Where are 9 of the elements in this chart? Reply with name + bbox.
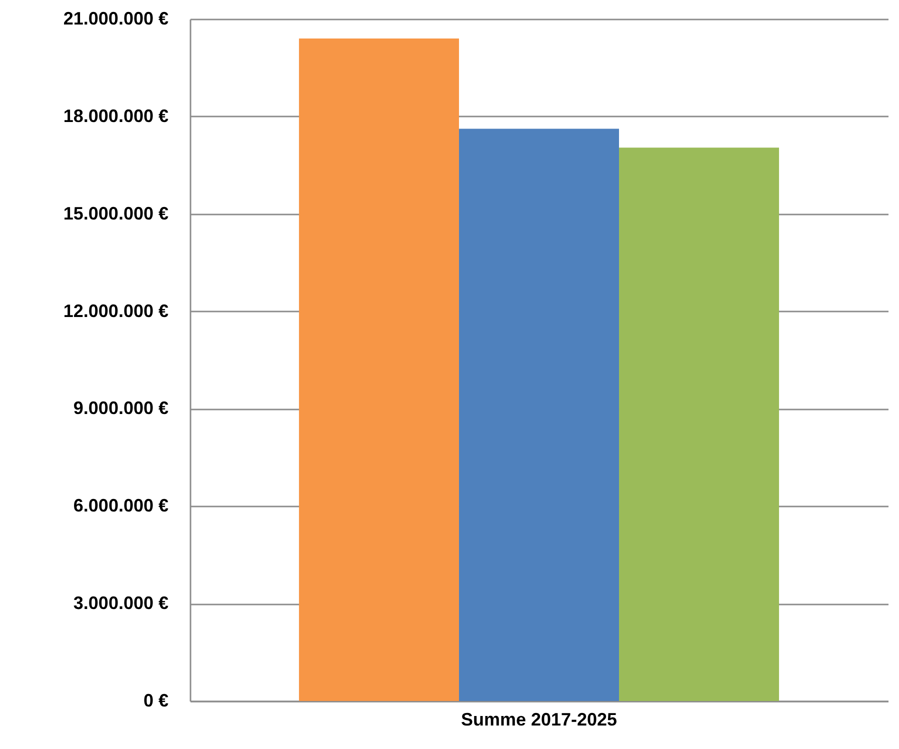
y-tick-label: 21.000.000 € bbox=[63, 8, 168, 28]
x-tick-label: Summe 2017-2025 bbox=[460, 710, 618, 730]
y-tick-label: 15.000.000 € bbox=[63, 203, 168, 224]
y-tick-label: 3.000.000 € bbox=[73, 593, 168, 614]
y-tick-label: 12.000.000 € bbox=[63, 300, 168, 321]
y-tick-label: 9.000.000 € bbox=[73, 398, 168, 418]
y-tick-label: 6.000.000 € bbox=[73, 496, 168, 516]
y-tick-label: 0 € bbox=[143, 690, 168, 710]
y-tick-label: 18.000.000 € bbox=[63, 106, 168, 126]
